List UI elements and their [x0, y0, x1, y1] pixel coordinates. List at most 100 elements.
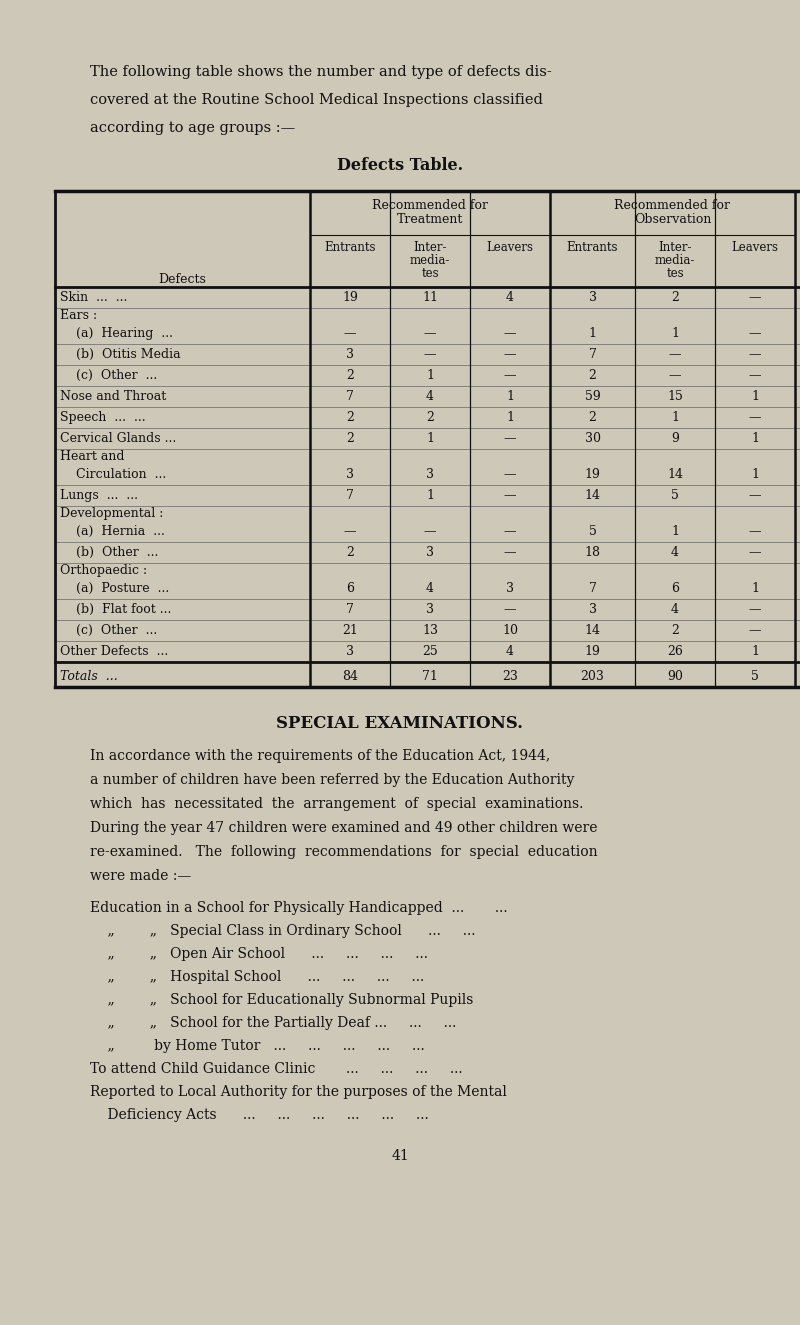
Text: 1: 1: [751, 468, 759, 481]
Text: Entrants: Entrants: [566, 241, 618, 254]
Text: The following table shows the number and type of defects dis-: The following table shows the number and…: [90, 65, 552, 79]
Text: 7: 7: [346, 390, 354, 403]
Text: 1: 1: [751, 582, 759, 595]
Text: —: —: [504, 546, 516, 559]
Text: tes: tes: [421, 268, 439, 280]
Text: 2: 2: [589, 411, 597, 424]
Text: 2: 2: [346, 368, 354, 382]
Text: Deficiency Acts      ...     ...     ...     ...     ...     ...: Deficiency Acts ... ... ... ... ... ...: [90, 1108, 429, 1122]
Text: 7: 7: [589, 582, 597, 595]
Text: —: —: [424, 525, 436, 538]
Text: Cervical Glands ...: Cervical Glands ...: [60, 432, 176, 445]
Text: —: —: [344, 525, 356, 538]
Text: —: —: [749, 411, 762, 424]
Text: —: —: [344, 327, 356, 341]
Text: 3: 3: [506, 582, 514, 595]
Text: 59: 59: [585, 390, 600, 403]
Text: 1: 1: [671, 411, 679, 424]
Text: 19: 19: [585, 468, 601, 481]
Text: 2: 2: [671, 624, 679, 637]
Text: 2: 2: [346, 432, 354, 445]
Text: 3: 3: [346, 348, 354, 360]
Text: 90: 90: [667, 670, 683, 682]
Text: Ears :: Ears :: [60, 309, 97, 322]
Text: Treatment: Treatment: [397, 213, 463, 227]
Text: 2: 2: [346, 411, 354, 424]
Text: „        „   Hospital School      ...     ...     ...     ...: „ „ Hospital School ... ... ... ...: [90, 970, 424, 984]
Text: 1: 1: [671, 525, 679, 538]
Text: 1: 1: [751, 390, 759, 403]
Text: —: —: [669, 348, 682, 360]
Text: —: —: [749, 603, 762, 616]
Text: —: —: [749, 327, 762, 341]
Text: 15: 15: [667, 390, 683, 403]
Text: 1: 1: [506, 411, 514, 424]
Text: 3: 3: [346, 645, 354, 659]
Text: 1: 1: [751, 432, 759, 445]
Text: Nose and Throat: Nose and Throat: [60, 390, 166, 403]
Text: (c)  Other  ...: (c) Other ...: [60, 368, 158, 382]
Text: 71: 71: [422, 670, 438, 682]
Text: —: —: [504, 368, 516, 382]
Text: 23: 23: [502, 670, 518, 682]
Text: 4: 4: [506, 645, 514, 659]
Text: —: —: [424, 348, 436, 360]
Text: 3: 3: [426, 603, 434, 616]
Text: media-: media-: [410, 254, 450, 268]
Text: were made :—: were made :—: [90, 869, 191, 882]
Text: In accordance with the requirements of the Education Act, 1944,: In accordance with the requirements of t…: [90, 749, 550, 763]
Text: 3: 3: [426, 546, 434, 559]
Text: (b)  Flat foot ...: (b) Flat foot ...: [60, 603, 171, 616]
Text: Inter-: Inter-: [658, 241, 692, 254]
Text: covered at the Routine School Medical Inspections classified: covered at the Routine School Medical In…: [90, 93, 543, 107]
Text: 2: 2: [426, 411, 434, 424]
Text: Defects Table.: Defects Table.: [337, 156, 463, 174]
Text: SPECIAL EXAMINATIONS.: SPECIAL EXAMINATIONS.: [277, 716, 523, 731]
Text: 13: 13: [422, 624, 438, 637]
Text: 25: 25: [422, 645, 438, 659]
Text: 19: 19: [585, 645, 601, 659]
Text: 4: 4: [671, 546, 679, 559]
Text: Speech  ...  ...: Speech ... ...: [60, 411, 146, 424]
Text: Inter-: Inter-: [414, 241, 446, 254]
Text: 30: 30: [585, 432, 601, 445]
Text: 6: 6: [346, 582, 354, 595]
Text: „        „   Open Air School      ...     ...     ...     ...: „ „ Open Air School ... ... ... ...: [90, 947, 428, 961]
Text: —: —: [504, 348, 516, 360]
Text: (a)  Hearing  ...: (a) Hearing ...: [60, 327, 173, 341]
Text: —: —: [504, 603, 516, 616]
Text: —: —: [424, 327, 436, 341]
Text: Reported to Local Authority for the purposes of the Mental: Reported to Local Authority for the purp…: [90, 1085, 507, 1098]
Text: tes: tes: [666, 268, 684, 280]
Text: 14: 14: [667, 468, 683, 481]
Text: 84: 84: [342, 670, 358, 682]
Text: 3: 3: [589, 292, 597, 303]
Text: 1: 1: [426, 432, 434, 445]
Text: 9: 9: [671, 432, 679, 445]
Text: Observation: Observation: [634, 213, 711, 227]
Text: 3: 3: [589, 603, 597, 616]
Text: (a)  Hernia  ...: (a) Hernia ...: [60, 525, 165, 538]
Text: Circulation  ...: Circulation ...: [60, 468, 166, 481]
Text: Entrants: Entrants: [324, 241, 376, 254]
Text: (c)  Other  ...: (c) Other ...: [60, 624, 158, 637]
Text: 2: 2: [671, 292, 679, 303]
Text: —: —: [749, 348, 762, 360]
Text: 10: 10: [502, 624, 518, 637]
Text: Defects: Defects: [158, 273, 206, 286]
Text: —: —: [504, 432, 516, 445]
Text: 14: 14: [585, 624, 601, 637]
Text: Skin  ...  ...: Skin ... ...: [60, 292, 127, 303]
Text: To attend Child Guidance Clinic       ...     ...     ...     ...: To attend Child Guidance Clinic ... ... …: [90, 1063, 462, 1076]
Text: 6: 6: [671, 582, 679, 595]
Text: 26: 26: [667, 645, 683, 659]
Text: (b)  Other  ...: (b) Other ...: [60, 546, 158, 559]
Text: During the year 47 children were examined and 49 other children were: During the year 47 children were examine…: [90, 822, 598, 835]
Text: 19: 19: [342, 292, 358, 303]
Text: —: —: [504, 327, 516, 341]
Text: 7: 7: [589, 348, 597, 360]
Text: 14: 14: [585, 489, 601, 502]
Text: Leavers: Leavers: [731, 241, 778, 254]
Text: 5: 5: [751, 670, 759, 682]
Text: 1: 1: [426, 489, 434, 502]
